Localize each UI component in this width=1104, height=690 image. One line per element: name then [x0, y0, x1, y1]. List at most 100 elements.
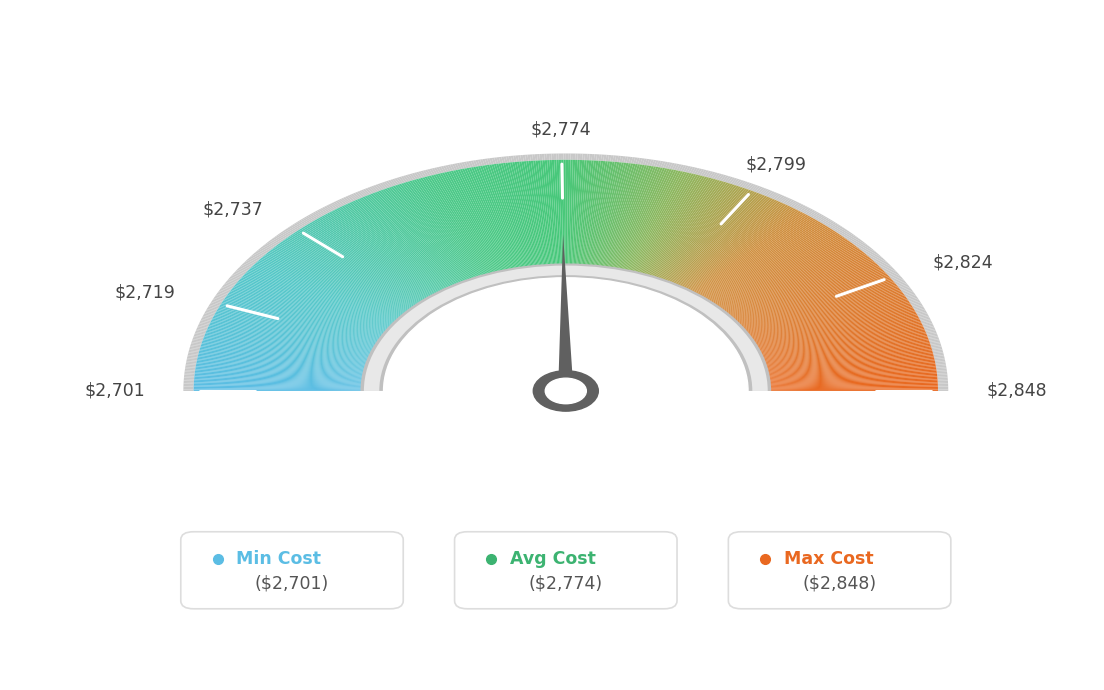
Wedge shape: [312, 212, 321, 217]
Wedge shape: [191, 341, 202, 344]
Wedge shape: [882, 266, 892, 270]
Wedge shape: [580, 160, 594, 266]
Wedge shape: [563, 153, 565, 160]
Wedge shape: [535, 161, 551, 266]
Wedge shape: [201, 345, 369, 367]
Wedge shape: [521, 161, 543, 267]
Wedge shape: [747, 291, 903, 338]
Wedge shape: [578, 160, 592, 266]
Wedge shape: [761, 332, 926, 360]
Wedge shape: [699, 217, 814, 298]
Wedge shape: [500, 163, 532, 268]
Wedge shape: [508, 156, 512, 162]
Wedge shape: [603, 155, 606, 161]
Wedge shape: [461, 168, 511, 271]
Wedge shape: [582, 161, 598, 266]
Wedge shape: [694, 168, 700, 175]
Wedge shape: [198, 355, 368, 372]
Wedge shape: [613, 155, 616, 162]
Wedge shape: [194, 380, 365, 386]
Wedge shape: [385, 181, 393, 187]
Wedge shape: [518, 155, 521, 161]
Wedge shape: [767, 384, 938, 388]
Wedge shape: [370, 193, 461, 285]
Wedge shape: [212, 299, 222, 303]
Wedge shape: [672, 164, 677, 170]
Wedge shape: [359, 190, 367, 197]
Wedge shape: [587, 154, 590, 160]
Wedge shape: [382, 189, 468, 282]
Wedge shape: [199, 351, 368, 370]
Wedge shape: [715, 237, 845, 308]
Wedge shape: [244, 273, 393, 328]
Wedge shape: [619, 156, 624, 162]
Wedge shape: [461, 162, 467, 168]
Wedge shape: [701, 170, 707, 176]
Wedge shape: [765, 365, 936, 377]
Wedge shape: [615, 155, 618, 162]
Wedge shape: [937, 377, 947, 380]
Wedge shape: [933, 353, 944, 355]
Wedge shape: [885, 269, 895, 273]
Wedge shape: [205, 332, 371, 360]
Wedge shape: [617, 168, 662, 270]
Wedge shape: [842, 232, 851, 237]
Text: Min Cost: Min Cost: [236, 550, 321, 569]
Wedge shape: [200, 346, 369, 368]
Wedge shape: [485, 159, 489, 165]
Wedge shape: [299, 220, 308, 226]
Wedge shape: [766, 380, 937, 386]
Wedge shape: [204, 312, 215, 315]
Wedge shape: [731, 178, 737, 184]
Wedge shape: [567, 160, 571, 266]
Wedge shape: [438, 166, 444, 173]
Wedge shape: [341, 206, 446, 291]
Circle shape: [533, 371, 598, 411]
Wedge shape: [321, 216, 435, 297]
Wedge shape: [485, 165, 523, 269]
Wedge shape: [705, 170, 711, 177]
Wedge shape: [919, 316, 930, 319]
Wedge shape: [296, 230, 421, 305]
Wedge shape: [786, 199, 795, 206]
Wedge shape: [766, 371, 937, 381]
Text: ($2,774): ($2,774): [529, 575, 603, 593]
Wedge shape: [347, 195, 354, 201]
Wedge shape: [729, 255, 868, 318]
Wedge shape: [688, 166, 693, 173]
Wedge shape: [829, 223, 838, 228]
Wedge shape: [627, 170, 681, 273]
Wedge shape: [193, 388, 364, 390]
Wedge shape: [802, 207, 809, 213]
Wedge shape: [901, 287, 911, 291]
Wedge shape: [713, 173, 720, 179]
Wedge shape: [764, 349, 932, 369]
Wedge shape: [474, 167, 517, 270]
Wedge shape: [369, 186, 376, 193]
Wedge shape: [671, 195, 763, 285]
Wedge shape: [197, 362, 367, 376]
Wedge shape: [781, 197, 788, 203]
Wedge shape: [401, 176, 407, 182]
Wedge shape: [938, 389, 948, 391]
Wedge shape: [495, 157, 498, 164]
Wedge shape: [937, 384, 948, 385]
Wedge shape: [734, 265, 879, 324]
Wedge shape: [434, 168, 439, 174]
Wedge shape: [223, 284, 233, 288]
Wedge shape: [184, 377, 194, 380]
Wedge shape: [453, 170, 506, 272]
Wedge shape: [761, 336, 928, 362]
Wedge shape: [550, 160, 559, 266]
Wedge shape: [333, 201, 341, 208]
Wedge shape: [581, 161, 596, 266]
Text: $2,848: $2,848: [987, 382, 1048, 400]
Wedge shape: [491, 164, 527, 268]
Wedge shape: [922, 322, 933, 325]
Wedge shape: [219, 306, 379, 346]
Wedge shape: [559, 160, 563, 266]
Wedge shape: [810, 212, 819, 217]
Wedge shape: [244, 262, 254, 266]
Wedge shape: [888, 271, 898, 276]
Wedge shape: [911, 302, 922, 306]
